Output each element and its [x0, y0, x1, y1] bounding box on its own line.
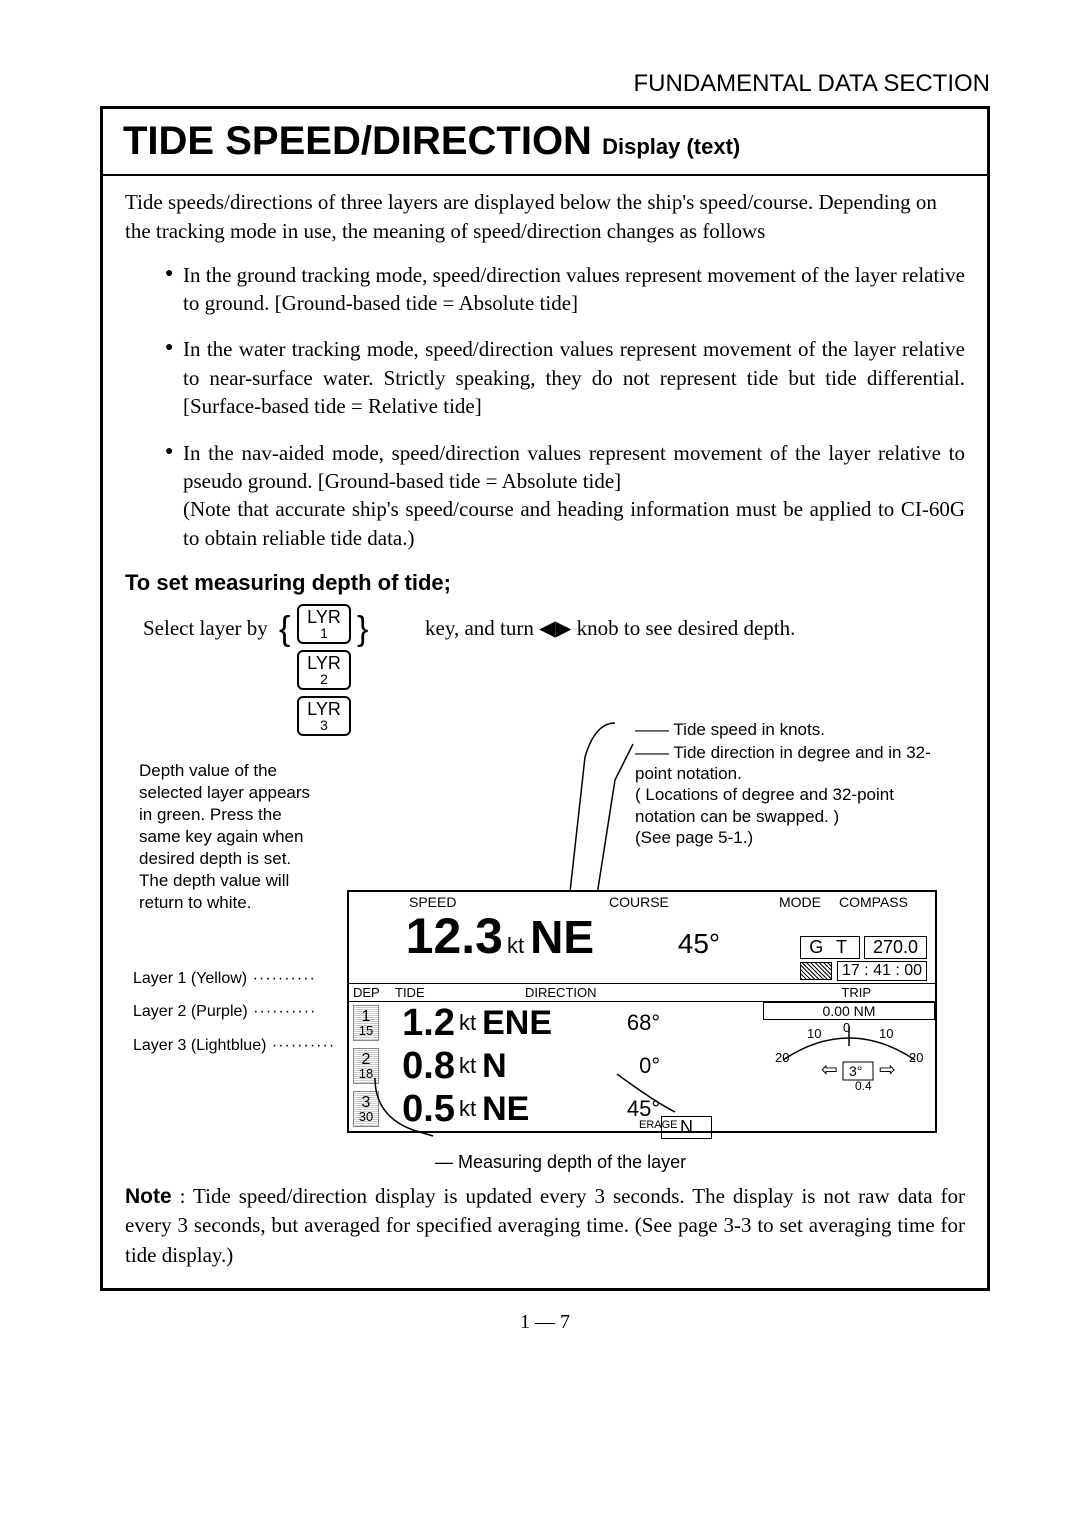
brace-left-icon: {: [279, 610, 290, 649]
north-label: N: [661, 1116, 712, 1139]
hatch-icon: [800, 962, 832, 980]
note-block: Note : Tide speed/direction display is u…: [125, 1182, 965, 1270]
layer-2-speed: 0.8: [379, 1045, 455, 1088]
svg-text:⇨: ⇨: [879, 1059, 896, 1081]
note-lead: Note: [125, 1185, 172, 1208]
page-title: TIDE SPEED/DIRECTION: [123, 119, 592, 163]
bullet-item: In the water tracking mode, speed/direct…: [165, 335, 965, 420]
ship-direction: NE: [530, 910, 640, 964]
tide-speed-callout: —— Tide speed in knots.: [635, 720, 825, 740]
mode-header: MODE: [779, 894, 839, 910]
compass-value: 270.0: [864, 936, 927, 959]
layer-2-degree: 0°: [590, 1053, 660, 1079]
section-header: FUNDAMENTAL DATA SECTION: [100, 70, 990, 98]
measuring-depth-label: — Measuring depth of the layer: [435, 1152, 686, 1173]
bullet-item: In the nav-aided mode, speed/direction v…: [165, 439, 965, 552]
layer-1-row: 115 1.2 kt ENE 68°: [349, 1002, 763, 1045]
layer-2-direction: N: [482, 1047, 590, 1086]
mode-value: G T: [800, 936, 860, 959]
layer-3-speed: 0.5: [379, 1088, 455, 1131]
layer-1-legend: Layer 1 (Yellow): [133, 962, 335, 996]
ship-degree: 45°: [640, 928, 720, 960]
tide-header: TIDE: [395, 985, 525, 1000]
layer-2-row: 218 0.8 kt N 0°: [349, 1045, 763, 1088]
select-layer-text: Select layer by: [143, 616, 268, 641]
knob-arrows-icon: ◀▶: [539, 616, 571, 640]
trip-value: 0.00 NM: [763, 1002, 935, 1020]
layer-1-direction: ENE: [482, 1004, 590, 1043]
svg-text:0: 0: [843, 1020, 850, 1035]
svg-text:20: 20: [909, 1050, 923, 1065]
page-number: 1 — 7: [100, 1311, 990, 1334]
layer-2-legend: Layer 2 (Purple): [133, 995, 335, 1029]
layer-legend: Layer 1 (Yellow) Layer 2 (Purple) Layer …: [133, 962, 335, 1063]
dep-header: DEP: [353, 985, 395, 1000]
svg-text:⇦: ⇦: [821, 1059, 838, 1081]
lyr-3-button[interactable]: LYR3: [297, 696, 351, 736]
main-container: TIDE SPEED/DIRECTION Display (text) Tide…: [100, 106, 990, 1291]
course-header: COURSE: [579, 894, 779, 910]
tide-direction-callout: —— Tide direction in degree and in 32-po…: [635, 742, 945, 848]
svg-text:10: 10: [879, 1026, 893, 1041]
key-instruction: key, and turn ◀▶ knob to see desired dep…: [425, 616, 795, 641]
speed-unit: kt: [507, 933, 524, 959]
compass-header: COMPASS: [839, 894, 929, 910]
time-value: 17 : 41 : 00: [837, 961, 927, 981]
bullet-list: In the ground tracking mode, speed/direc…: [125, 261, 965, 552]
page-subtitle: Display (text): [596, 134, 740, 159]
layer-3-direction: NE: [482, 1090, 590, 1129]
direction-header: DIRECTION: [525, 985, 725, 1000]
svg-text:0.4: 0.4: [855, 1079, 872, 1092]
ship-speed-value: 12.3: [353, 911, 503, 961]
svg-text:10: 10: [807, 1026, 821, 1041]
note-body: : Tide speed/direction display is update…: [125, 1184, 965, 1267]
bullet-item: In the ground tracking mode, speed/direc…: [165, 261, 965, 318]
svg-text:3°: 3°: [849, 1063, 862, 1079]
brace-right-icon: }: [357, 610, 368, 649]
lyr-1-button[interactable]: LYR1: [297, 604, 351, 644]
svg-text:20: 20: [775, 1050, 789, 1065]
layer-1-degree: 68°: [590, 1010, 660, 1036]
subheading: To set measuring depth of tide;: [125, 570, 965, 596]
diagram-area: Select layer by { } LYR1 LYR2 LYR3 key, …: [125, 612, 965, 1172]
lyr-2-button[interactable]: LYR2: [297, 650, 351, 690]
trip-header: TRIP: [725, 985, 931, 1000]
display-panel: SPEED COURSE MODE COMPASS 12.3 kt NE 45°…: [347, 890, 937, 1133]
intro-text: Tide speeds/directions of three layers a…: [125, 188, 965, 247]
layer-1-speed: 1.2: [379, 1002, 455, 1045]
depth-value-label: Depth value of the selected layer appear…: [139, 760, 319, 915]
layer-3-legend: Layer 3 (Lightblue): [133, 1029, 335, 1063]
drift-gauge: 0 10 10 20 20 ⇦ 3° ⇨ 0.4: [763, 1020, 935, 1090]
title-row: TIDE SPEED/DIRECTION Display (text): [103, 109, 987, 176]
